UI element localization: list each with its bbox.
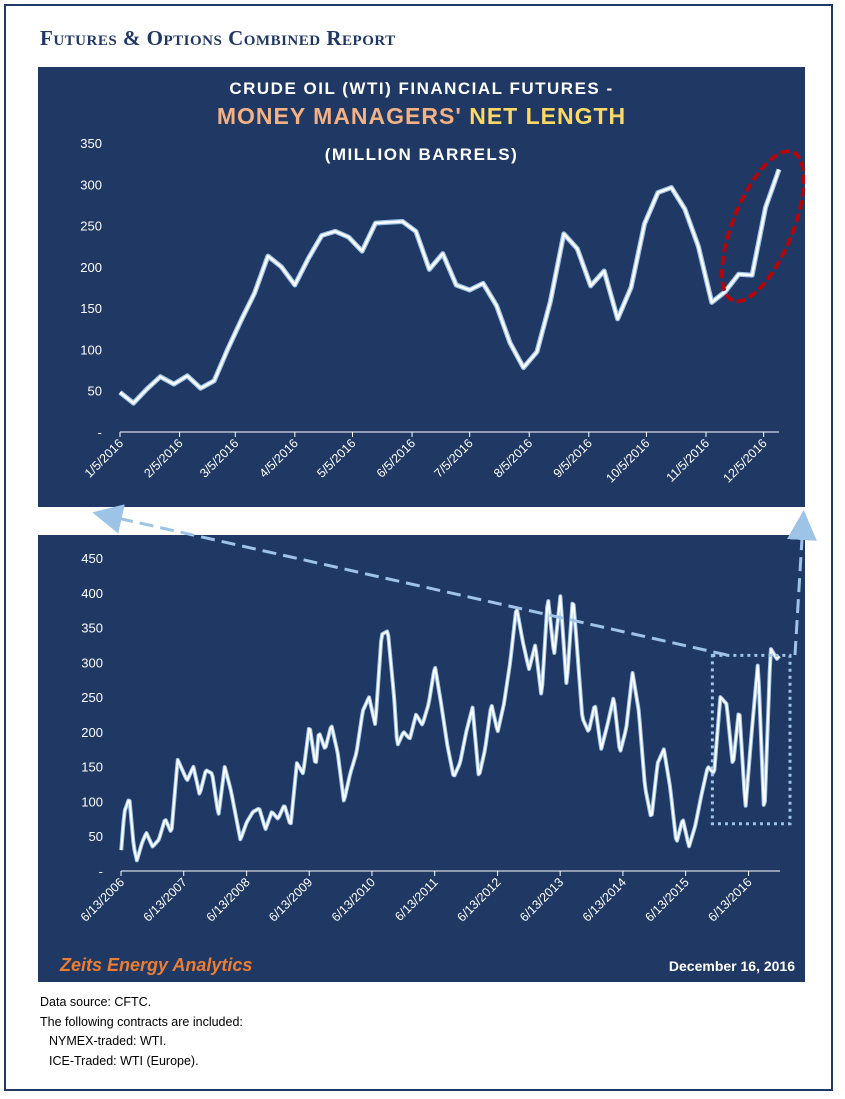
report-title: Futures & Options Combined Report — [40, 26, 396, 50]
top-y-tick-label: 250 — [80, 219, 102, 234]
note-ice: ICE-Traded: WTI (Europe). — [49, 1053, 199, 1068]
note-nymex: NYMEX-traded: WTI. — [49, 1034, 167, 1048]
notes-block: Data source: CFTC. The following contrac… — [40, 993, 243, 1071]
bottom-y-tick-label: 400 — [81, 586, 103, 601]
top-y-tick-label: 300 — [80, 177, 102, 192]
top-chart-title-line1: CRUDE OIL (WTI) FINANCIAL FUTURES - — [229, 79, 614, 98]
top-chart-title-line3: (MILLION BARRELS) — [324, 145, 519, 164]
bottom-y-tick-label: 300 — [81, 655, 103, 670]
top-y-tick-label: 200 — [80, 260, 102, 275]
top-y-tick-label: 350 — [80, 136, 102, 151]
bottom-y-tick-label: - — [99, 864, 103, 879]
inset-highlight-box — [710, 653, 792, 826]
top-y-tick-label: 150 — [80, 301, 102, 316]
bottom-y-tick-label: 450 — [81, 551, 103, 566]
report-frame — [4, 4, 833, 1091]
bottom-y-tick-label: 150 — [81, 760, 103, 775]
top-chart-panel: CRUDE OIL (WTI) FINANCIAL FUTURES - MONE… — [38, 67, 806, 507]
bottom-y-tick-label: 350 — [81, 621, 103, 636]
bottom-y-tick-label: 250 — [81, 690, 103, 705]
connector-arrow-left — [92, 504, 728, 657]
note-source: Data source: CFTC. — [40, 995, 152, 1009]
top-chart-title-money-managers: MONEY MANAGERS' — [216, 103, 462, 129]
top-series-line — [119, 169, 781, 405]
bottom-y-tick-label: 100 — [81, 794, 103, 809]
top-chart-title-net-length: NET LENGTH — [469, 103, 627, 129]
report-date: December 16, 2016 — [668, 958, 795, 974]
brand-label: Zeits Energy Analytics — [60, 955, 253, 975]
bottom-y-tick-label: 50 — [89, 829, 103, 844]
top-y-tick-label: - — [98, 425, 102, 440]
bottom-series-line — [120, 595, 781, 862]
note-contracts-intro: The following contracts are included: — [40, 1014, 243, 1029]
highlight-ellipse — [720, 149, 806, 304]
top-y-tick-label: 50 — [88, 384, 102, 399]
bottom-y-tick-label: 200 — [81, 725, 103, 740]
top-y-tick-label: 100 — [80, 342, 102, 357]
bottom-chart-panel: -50 100 150 200 250 300 350 400 450 6/13/2006 6/13… — [38, 535, 805, 982]
top-chart-title-line2: MONEY MANAGERS' NET LENGTH — [38, 103, 805, 130]
connector-arrow-right — [786, 510, 817, 656]
